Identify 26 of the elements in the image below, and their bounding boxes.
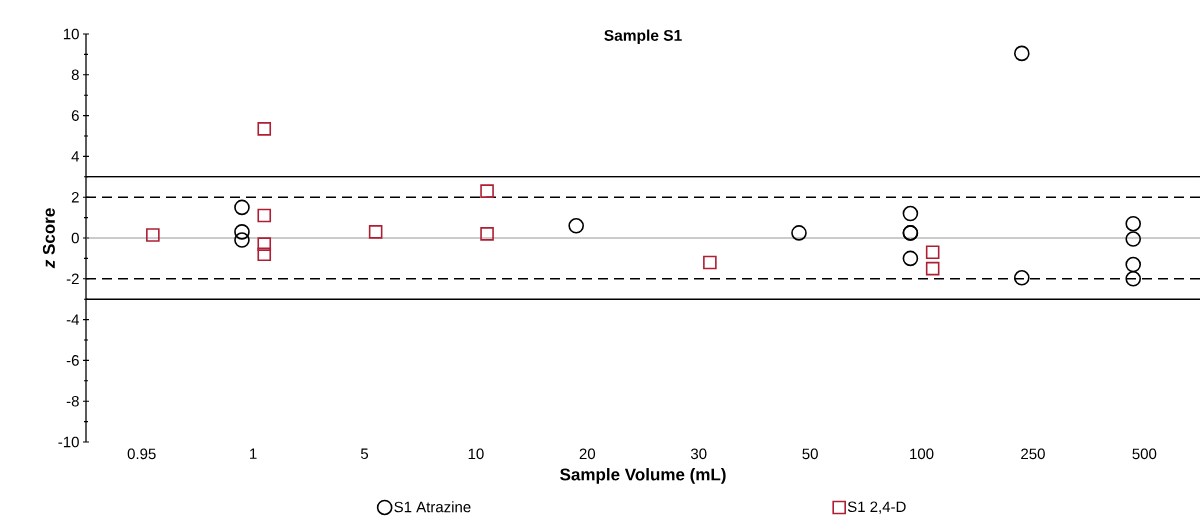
x-tick-label: 30 [690,448,707,460]
x-tick-label: 500 [1132,448,1157,460]
x-tick-label: 1 [250,448,257,459]
legend-label: S1 Atrazine [394,501,471,513]
y-tick-label: 4 [71,151,80,162]
y-tick-label: 2 [71,191,79,203]
x-tick-label: 0.95 [127,448,156,460]
y-axis-title: z Score [42,208,55,269]
y-tick-label: 10 [63,28,79,40]
chart-title: Sample S1 [604,29,682,44]
y-tick-label: -2 [66,273,79,285]
x-axis-title: Sample Volume (mL) [560,468,726,484]
y-tick-label: 0 [71,232,79,244]
y-tick-label: -6 [66,355,79,366]
y-tick-label: 8 [71,69,79,81]
legend-label: S1 2,4-D [847,501,906,514]
x-tick-label: 10 [468,448,484,460]
x-tick-label: 5 [360,448,369,459]
y-tick-label: -4 [66,314,80,325]
x-tick-label: 50 [802,448,818,460]
y-tick-label: 6 [71,110,79,121]
y-tick-label: -10 [58,436,79,448]
x-tick-label: 20 [579,448,596,460]
x-tick-label: 250 [1021,448,1045,460]
y-tick-label: -8 [66,395,79,407]
x-tick-label: 100 [910,448,934,460]
